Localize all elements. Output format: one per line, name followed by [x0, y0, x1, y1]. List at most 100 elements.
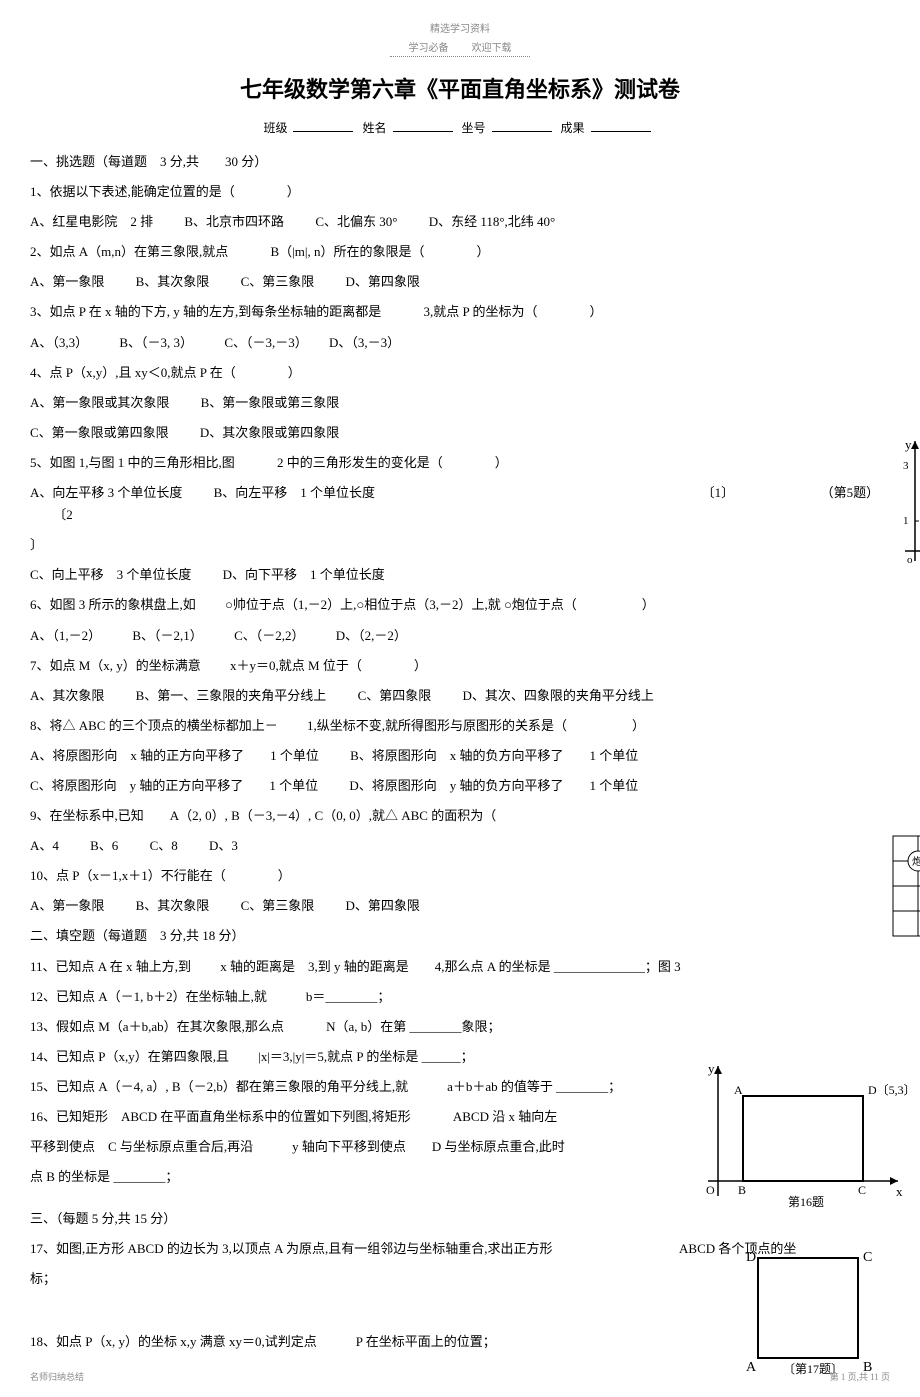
- q7-stem: 7、如点 M（x, y）的坐标满意 x＋y＝0,就点 M 位于（ ）: [30, 655, 890, 677]
- q3-opt-d: D、（3,－3）: [329, 335, 400, 350]
- q6-opt-b: B、（－2,1）: [132, 628, 202, 643]
- section1-heading: 一、挑选题（每道题 3 分,共 30 分）: [30, 151, 890, 173]
- q5-stem: 5、如图 1,与图 1 中的三角形相比,图 2 中的三角形发生的变化是（ ）: [30, 452, 890, 474]
- q8-opt-d: D、将原图形向 y 轴的负方向平移了 1 个单位: [349, 778, 638, 793]
- q8-opt-b: B、将原图形向 x 轴的负方向平移了 1 个单位: [350, 748, 638, 763]
- q4-stem: 4、点 P（x,y）,且 xy＜0,就点 P 在（ ）: [30, 362, 890, 384]
- svg-text:x: x: [896, 1184, 903, 1199]
- svg-text:o: o: [907, 554, 913, 566]
- q1-opt-d: D、东经 118°,北纬 40°: [429, 214, 556, 229]
- header-meta-2: 学习必备 欢迎下载: [390, 39, 530, 57]
- svg-text:D: D: [746, 1250, 756, 1265]
- q6-opt-d: D、（2,－2）: [336, 628, 407, 643]
- q5-options-2: C、向上平移 3 个单位长度 D、向下平移 1 个单位长度: [30, 564, 890, 586]
- q12: 12、已知点 A（－1, b＋2）在坐标轴上,就 b＝________；: [30, 986, 890, 1008]
- footer-right: 第 1 页,共 11 页: [830, 1370, 890, 1383]
- score-label: 成果: [561, 121, 585, 135]
- q10-opt-d: D、第四象限: [345, 898, 419, 913]
- q1-options: A、红星电影院 2 排 B、北京市四环路 C、北偏东 30° D、东经 118°…: [30, 211, 890, 233]
- q6-options: A、（1,－2） B、（－2,1） C、（－2,2） D、（2,－2）: [30, 625, 890, 647]
- svg-text:O: O: [706, 1183, 715, 1197]
- q8-options-2: C、将原图形向 y 轴的正方向平移了 1 个单位 D、将原图形向 y 轴的负方向…: [30, 775, 890, 797]
- q5-triangle-figures: o 1 3 1 3 x y o -2 1: [885, 431, 920, 611]
- rect-svg: A D〔5,3〕 B C O x y 第16题: [698, 1061, 908, 1211]
- q3-options: A、（3,3） B、（－3, 3） C、（－3,－3） D、（3,－3）: [30, 332, 890, 354]
- section2-heading: 二、填空题（每道题 3 分,共 18 分）: [30, 925, 890, 947]
- q10-opt-a: A、第一象限: [30, 898, 104, 913]
- student-info-line: 班级 姓名 坐号 成果: [30, 119, 890, 136]
- q9-opt-c: C、8: [150, 838, 178, 853]
- q1-opt-c: C、北偏东 30°: [315, 214, 397, 229]
- svg-text:1: 1: [903, 515, 909, 527]
- q5-opt-a: A、向左平移 3 个单位长度: [30, 485, 182, 500]
- q4-opt-d: D、其次象限或第四象限: [200, 425, 339, 440]
- page-title: 七年级数学第六章《平面直角坐标系》测试卷: [30, 72, 890, 104]
- q5-fig-label-1: 〔1〕: [702, 485, 735, 500]
- svg-text:y: y: [708, 1061, 715, 1076]
- q5-fig-caption: （第5题）: [821, 485, 880, 500]
- header-meta-left: 学习必备: [409, 43, 449, 54]
- q8-opt-a: A、将原图形向 x 轴的正方向平移了 1 个单位: [30, 748, 319, 763]
- q5-opt-c: C、向上平移 3 个单位长度: [30, 567, 191, 582]
- q8-options-1: A、将原图形向 x 轴的正方向平移了 1 个单位 B、将原图形向 x 轴的负方向…: [30, 745, 890, 767]
- q10-opt-c: C、第三象限: [241, 898, 315, 913]
- q4-opt-a: A、第一象限或其次象限: [30, 395, 169, 410]
- q11: 11、已知点 A 在 x 轴上方,到 x 轴的距离是 3,到 y 轴的距离是 4…: [30, 956, 890, 978]
- q8-stem: 8、将△ ABC 的三个顶点的横坐标都加上－ 1,纵坐标不变,就所得图形与原图形…: [30, 715, 890, 737]
- header-meta-right: 欢迎下载: [472, 43, 512, 54]
- q6-opt-a: A、（1,－2）: [30, 628, 101, 643]
- q3-opt-b: B、（－3, 3）: [119, 335, 193, 350]
- q5-bracket: 〕: [30, 534, 890, 556]
- q10-opt-b: B、其次象限: [136, 898, 210, 913]
- q5-opt-d: D、向下平移 1 个单位长度: [223, 567, 385, 582]
- q7-opt-c: C、第四象限: [358, 688, 432, 703]
- q7-opt-d: D、其次、四象限的夹角平分线上: [462, 688, 653, 703]
- q13: 13、假如点 M（a＋b,ab）在其次象限,那么点 N（a, b）在第 ____…: [30, 1016, 890, 1038]
- q3-opt-c: C、（－3,－3）: [224, 335, 307, 350]
- q2-stem: 2、如点 A（m,n）在第三象限,就点 B（|m|, n）所在的象限是（ ）: [30, 241, 890, 263]
- q9-opt-b: B、6: [90, 838, 118, 853]
- q9-opt-a: A、4: [30, 838, 59, 853]
- q2-opt-a: A、第一象限: [30, 274, 104, 289]
- name-label: 姓名: [362, 121, 386, 135]
- q7-opt-a: A、其次象限: [30, 688, 104, 703]
- svg-text:D〔5,3〕: D〔5,3〕: [868, 1083, 908, 1097]
- header-meta-1: 精选学习资料: [30, 20, 890, 35]
- q8-opt-c: C、将原图形向 y 轴的正方向平移了 1 个单位: [30, 778, 318, 793]
- q9-opt-d: D、3: [209, 838, 238, 853]
- q5-fig-label-2: 〔2: [53, 507, 73, 522]
- q7-options: A、其次象限 B、第一、三象限的夹角平分线上 C、第四象限 D、其次、四象限的夹…: [30, 685, 890, 707]
- q2-opt-d: D、第四象限: [345, 274, 419, 289]
- q4-opt-c: C、第一象限或第四象限: [30, 425, 169, 440]
- chessboard-svg: 炮 帅 相: [888, 831, 920, 961]
- q2-opt-b: B、其次象限: [136, 274, 210, 289]
- svg-text:B: B: [738, 1183, 746, 1197]
- class-label: 班级: [263, 121, 287, 135]
- q2-opt-c: C、第三象限: [241, 274, 315, 289]
- q9-options: A、4 B、6 C、8 D、3: [30, 835, 890, 857]
- section3-heading: 三、（每题 5 分,共 15 分）: [30, 1208, 890, 1230]
- q6-opt-c: C、（－2,2）: [234, 628, 304, 643]
- q4-opt-b: B、第一象限或第三象限: [201, 395, 340, 410]
- q4-options-2: C、第一象限或第四象限 D、其次象限或第四象限: [30, 422, 890, 444]
- q3-opt-a: A、（3,3）: [30, 335, 88, 350]
- seat-label: 坐号: [462, 121, 486, 135]
- svg-text:C: C: [858, 1183, 866, 1197]
- q1-opt-a: A、红星电影院 2 排: [30, 214, 153, 229]
- q16-rectangle-figure: A D〔5,3〕 B C O x y 第16题: [698, 1061, 908, 1211]
- svg-text:A: A: [746, 1360, 757, 1375]
- q2-options: A、第一象限 B、其次象限 C、第三象限 D、第四象限: [30, 271, 890, 293]
- q7-opt-b: B、第一、三象限的夹角平分线上: [136, 688, 327, 703]
- q3-stem: 3、如点 P 在 x 轴的下方, y 轴的左方,到每条坐标轴的距离都是 3,就点…: [30, 301, 890, 323]
- q10-options: A、第一象限 B、其次象限 C、第三象限 D、第四象限: [30, 895, 890, 917]
- q9-stem: 9、在坐标系中,已知 A（2, 0）, B（－3,－4）, C（0, 0）,就△…: [30, 805, 890, 827]
- svg-text:y: y: [905, 437, 912, 452]
- q1-opt-b: B、北京市四环路: [184, 214, 284, 229]
- q5-options-1: A、向左平移 3 个单位长度 B、向左平移 1 个单位长度 〔1〕 （第5题） …: [30, 482, 890, 526]
- q5-opt-b: B、向左平移 1 个单位长度: [214, 485, 375, 500]
- q4-options-1: A、第一象限或其次象限 B、第一象限或第三象限: [30, 392, 890, 414]
- svg-text:第16题: 第16题: [788, 1195, 824, 1209]
- footer-left: 名师归纳总结: [30, 1370, 84, 1383]
- svg-text:A: A: [734, 1083, 743, 1097]
- q10-stem: 10、点 P（x－1,x＋1）不行能在（ ）: [30, 865, 890, 887]
